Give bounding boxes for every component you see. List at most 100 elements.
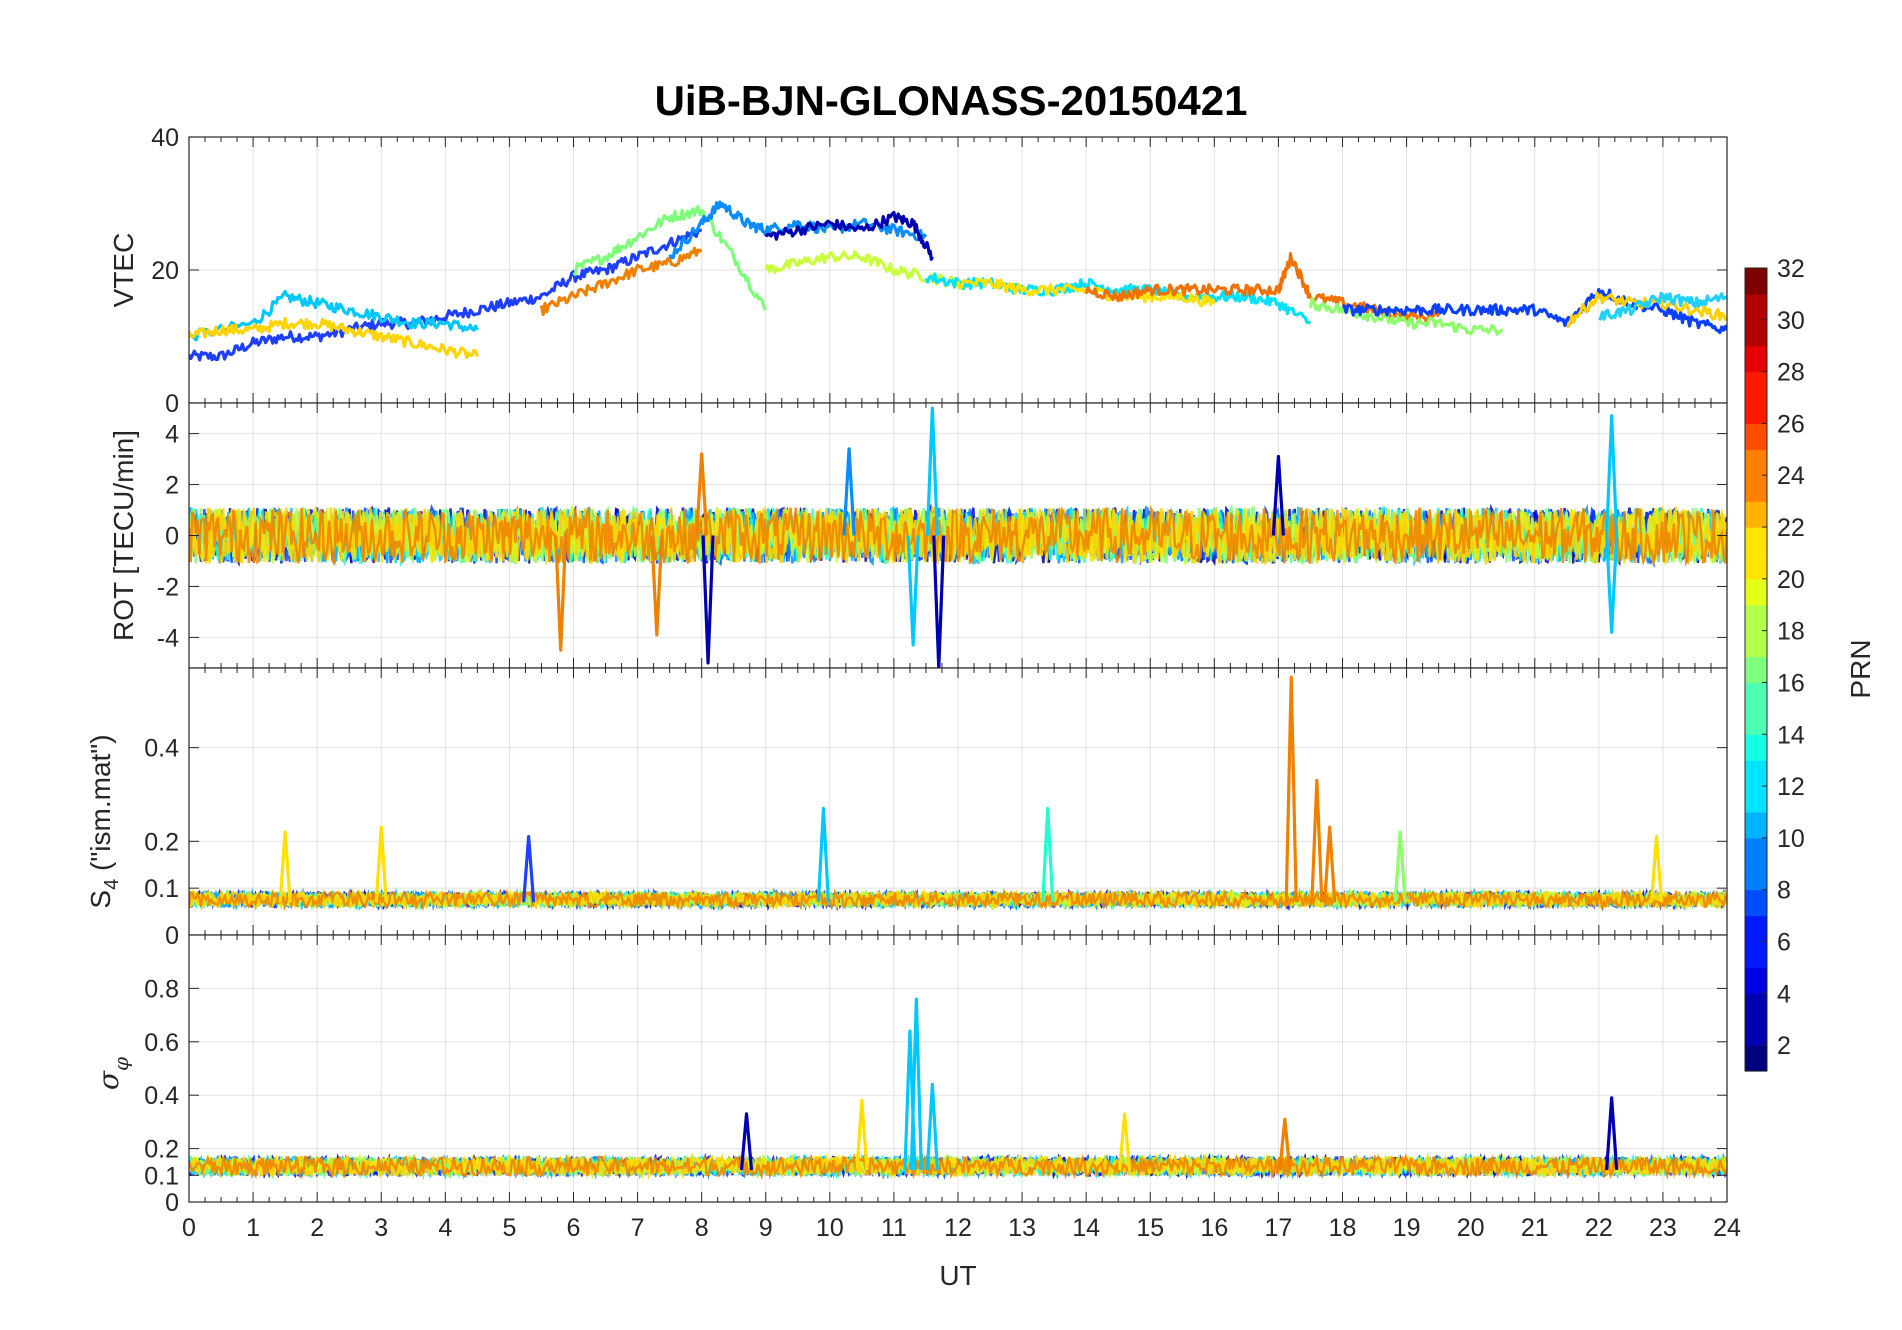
spike-mark [925,406,939,536]
y-tick-label: 0.8 [144,975,179,1003]
x-axis-label: UT [939,1260,976,1291]
x-tick-label: 19 [1393,1214,1421,1242]
colorbar-tick-label: 28 [1777,359,1805,387]
colorbar-segment [1745,786,1767,813]
colorbar-segment [1745,760,1767,787]
x-tick-label: 4 [438,1214,452,1242]
chart-title: UiB-BJN-GLONASS-20150421 [655,77,1248,124]
x-tick-label: 7 [631,1214,645,1242]
x-tick-label: 12 [944,1214,972,1242]
data-layer [189,675,1727,912]
panel-4: 00.10.2 0.4 0.6 0.8 σφ [92,934,1728,1217]
spike-mark [1605,1096,1619,1171]
spike-mark [1118,1112,1132,1171]
x-tick-label: 15 [1136,1214,1164,1242]
colorbar-segment [1745,604,1767,632]
x-tick-label: 14 [1072,1214,1100,1242]
colorbar-tick-label: 16 [1777,669,1805,697]
y-tick-label: 20 [151,257,179,285]
spike-mark [906,535,920,647]
colorbar-tick-label: 26 [1777,410,1805,438]
colorbar-tick-label: 32 [1777,255,1805,283]
colorbar-tick-label: 24 [1777,462,1805,490]
colorbar-segment [1745,293,1767,321]
x-tick-label: 1 [246,1214,260,1242]
data-layer [189,406,1727,668]
y-tick-label: 0.6 [144,1029,179,1057]
x-tick-label: 17 [1265,1214,1293,1242]
colorbar-segment [1745,1019,1767,1046]
colorbar-segment [1745,734,1767,761]
colorbar-segment [1745,449,1767,476]
colorbar-segment [1745,578,1767,606]
colorbar-tick-label: 22 [1777,514,1805,542]
vtec-series-line [539,246,703,316]
colorbar-segment [1745,863,1767,891]
spike-mark [701,535,715,665]
spike-mark [650,535,664,637]
x-tick-label: 10 [816,1214,844,1242]
y-tick-label: 0.2 [144,1136,179,1164]
x-tick-label: 6 [567,1214,581,1242]
y-tick-label: 0 [165,523,179,551]
spike-mark [855,1098,869,1171]
colorbar-segment [1745,268,1767,295]
y-tick-label: -2 [157,573,179,601]
spike-mark [925,1082,939,1171]
data-layer [189,200,1727,362]
noise-trace [189,887,1727,912]
colorbar-tick-label: 20 [1777,566,1805,594]
colorbar-segment [1745,371,1767,399]
spike-mark [374,825,388,903]
y-tick-label: 0.4 [144,735,179,763]
y-tick-label: 0.1 [144,875,179,903]
colorbar-segment [1745,423,1767,450]
x-tick-label: 22 [1585,1214,1613,1242]
spike-mark [1605,535,1619,634]
x-tick-label: 5 [502,1214,516,1242]
spike-mark [816,806,831,903]
colorbar-segment [1745,501,1767,528]
colorbar-label: PRN [1845,639,1876,698]
vtec-series-line [572,205,768,311]
colorbar-segment [1745,967,1767,994]
x-tick-label: 24 [1713,1214,1741,1242]
x-tick-label: 21 [1521,1214,1549,1242]
spike-mark [903,1029,917,1171]
colorbar-tick-label: 30 [1777,307,1805,335]
colorbar-segment [1745,656,1767,684]
x-tick-label: 13 [1008,1214,1036,1242]
x-tick-label: 9 [759,1214,773,1242]
x-tick-label: 3 [374,1214,388,1242]
spike-mark [739,1112,754,1171]
colorbar-tick-label: 8 [1777,877,1791,905]
spike-mark [1605,414,1619,536]
noise-trace [189,1152,1727,1181]
spike-mark [1649,835,1664,903]
spike-mark [1271,454,1286,536]
y-tick-label: -4 [157,624,179,652]
panel-3: 0 0.1 0.2 0.4 S4 ("ism.mat") [85,667,1728,950]
colorbar-tick-label: 14 [1777,721,1805,749]
colorbar-tick-label: 6 [1777,928,1791,956]
spike-mark [1323,825,1337,903]
y-tick-label: 0.4 [144,1082,179,1110]
vtec-series-line [189,289,479,342]
vtec-series-line [764,210,934,261]
colorbar-segment [1745,1045,1767,1072]
colorbar-segment [1745,915,1767,943]
colorbar-tick-label: 12 [1777,773,1805,801]
colorbar-segment [1745,552,1767,580]
spike-mark [278,830,292,903]
spike-mark [522,835,536,903]
y-tick-label: 0 [165,1189,179,1217]
y-tick-label: 2 [165,472,179,500]
colorbar-segment [1745,941,1767,968]
colorbar-segment [1745,993,1767,1020]
y-tick-label: 0 [165,390,179,418]
x-tick-label: 18 [1329,1214,1357,1242]
spike-mark [1041,806,1055,903]
spike-mark [932,535,946,668]
